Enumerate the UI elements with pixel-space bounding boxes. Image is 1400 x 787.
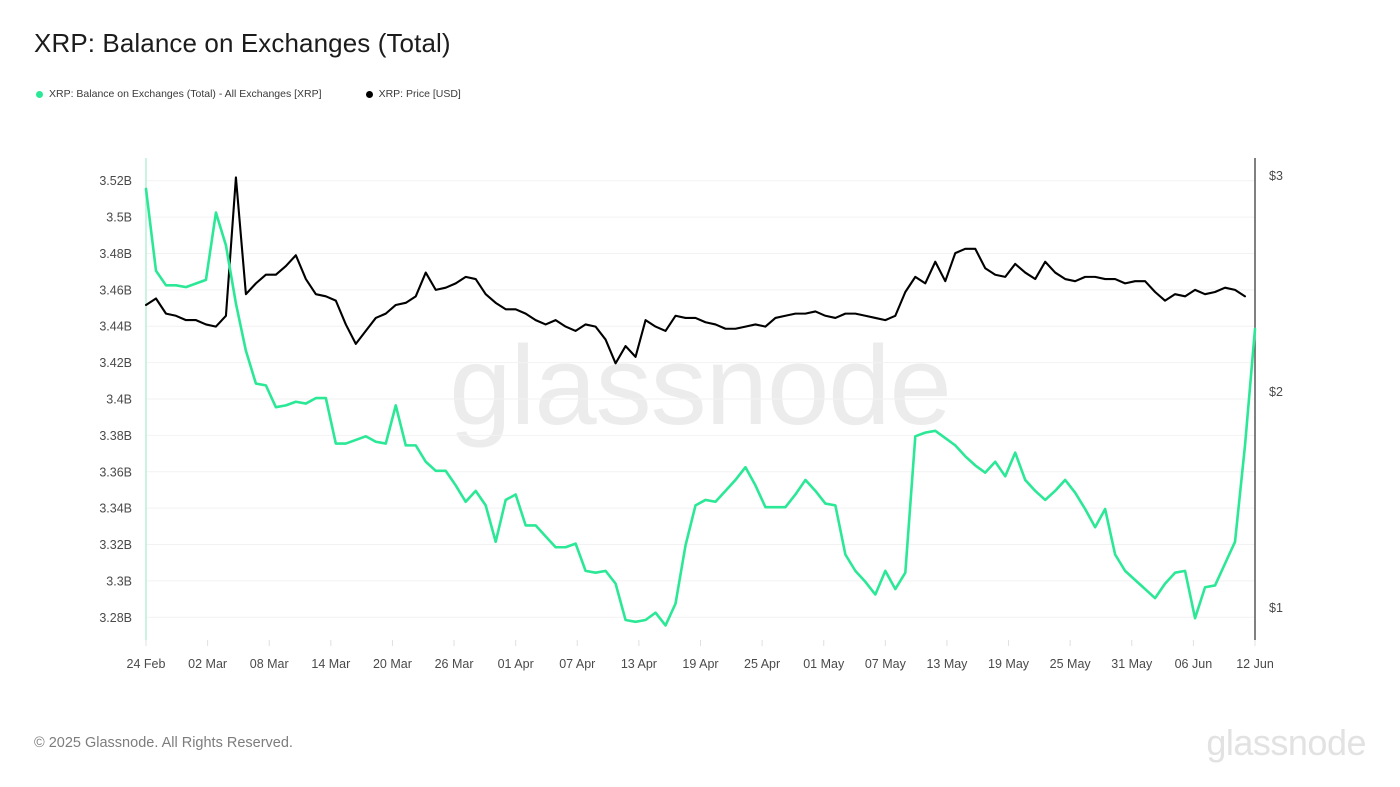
y-axis-right-labels: $3 $2 $1 — [1269, 169, 1283, 615]
y-axis-left-tick-label: 3.48B — [99, 247, 132, 261]
y-axis-left-tick-label: 3.3B — [106, 574, 132, 588]
x-axis-tick-label: 02 Mar — [188, 657, 227, 671]
y-axis-left-tick-label: 3.42B — [99, 356, 132, 370]
x-axis-tick-label: 01 May — [803, 657, 845, 671]
y-axis-left-tick-label: 3.5B — [106, 211, 132, 225]
chart-canvas[interactable]: 3.52B 3.5B 3.48B 3.46B 3.44B 3.42B 3.4B 3.38B 3.… — [0, 0, 1400, 700]
y-axis-right-tick-label: $2 — [1269, 385, 1283, 399]
x-axis-tick-label: 19 May — [988, 657, 1030, 671]
y-axis-left-tick-label: 3.44B — [99, 320, 132, 334]
x-axis-tick-label: 07 Apr — [559, 657, 595, 671]
legend-color-swatch-balance — [36, 90, 43, 98]
y-axis-left-tick-label: 3.32B — [99, 538, 132, 552]
y-axis-left-tick-label: 3.38B — [99, 429, 132, 443]
plot-area[interactable]: 3.52B 3.5B 3.48B 3.46B 3.44B 3.42B 3.4B 3.38B 3.… — [0, 0, 1400, 700]
y-axis-right-tick-label: $3 — [1269, 169, 1283, 183]
x-axis-tick-label: 19 Apr — [682, 657, 718, 671]
legend-item-balance[interactable]: XRP: Balance on Exchanges (Total) - All … — [36, 88, 322, 100]
footer-logo: glassnode — [1206, 722, 1366, 763]
gridlines — [146, 180, 1255, 618]
series-line-balance — [144, 187, 1257, 627]
x-axis-tick-label: 08 Mar — [250, 657, 289, 671]
footer-copyright: © 2025 Glassnode. All Rights Reserved. — [34, 735, 293, 751]
chart-legend: XRP: Balance on Exchanges (Total) - All … — [36, 88, 461, 100]
x-axis-tick-label: 07 May — [865, 657, 907, 671]
legend-item-price[interactable]: XRP: Price [USD] — [365, 88, 461, 100]
y-axis-left-tick-label: 3.36B — [99, 465, 132, 479]
x-axis-tick-label: 25 May — [1050, 657, 1092, 671]
x-axis-tick-label: 12 Jun — [1236, 657, 1274, 671]
y-axis-left-tick-label: 3.34B — [99, 502, 132, 516]
legend-color-swatch-price — [365, 90, 373, 98]
x-axis-tick-label: 24 Feb — [127, 657, 166, 671]
x-axis-labels: 24 Feb 02 Mar 08 Mar 14 Mar 20 Mar 26 Mar 01 A… — [127, 657, 1274, 671]
y-axis-left-tick-label: 3.46B — [99, 283, 132, 297]
x-axis-tick-label: 25 Apr — [744, 657, 780, 671]
x-axis-ticks — [145, 640, 1256, 646]
y-axis-left-tick-label: 3.28B — [99, 611, 132, 625]
x-axis-tick-label: 26 Mar — [435, 657, 474, 671]
x-axis-tick-label: 20 Mar — [373, 657, 412, 671]
series-line-price — [144, 176, 1247, 365]
y-axis-left-tick-label: 3.52B — [99, 174, 132, 188]
x-axis-tick-label: 13 Apr — [621, 657, 657, 671]
x-axis-tick-label: 06 Jun — [1175, 657, 1213, 671]
y-axis-right-tick-label: $1 — [1269, 601, 1283, 615]
y-axis-left-labels: 3.52B 3.5B 3.48B 3.46B 3.44B 3.42B 3.4B 3.38B 3.… — [99, 174, 132, 625]
x-axis-tick-label: 13 May — [926, 657, 968, 671]
page-title: XRP: Balance on Exchanges (Total) — [34, 28, 451, 58]
x-axis-tick-label: 31 May — [1111, 657, 1153, 671]
legend-label-balance: XRP: Balance on Exchanges (Total) - All … — [49, 88, 322, 100]
y-axis-left-tick-label: 3.4B — [106, 393, 132, 407]
legend-label-price: XRP: Price [USD] — [378, 88, 461, 100]
x-axis-tick-label: 01 Apr — [498, 657, 534, 671]
x-axis-tick-label: 14 Mar — [311, 657, 350, 671]
